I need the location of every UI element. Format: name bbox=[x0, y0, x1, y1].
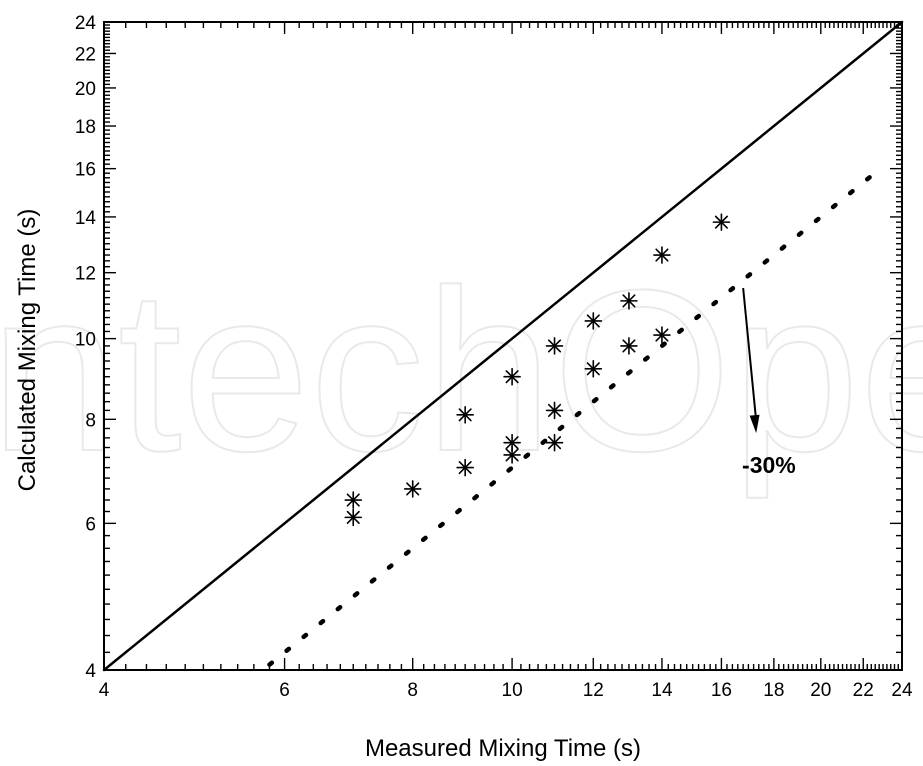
y-tick-label: 20 bbox=[75, 79, 96, 100]
marker-stroke bbox=[505, 448, 519, 462]
marker-stroke bbox=[406, 482, 420, 496]
marker-stroke bbox=[622, 294, 636, 308]
y-tick-label: 4 bbox=[85, 661, 96, 682]
marker-stroke bbox=[714, 215, 728, 229]
x-tick-label: 4 bbox=[99, 680, 110, 701]
data-point bbox=[620, 292, 638, 310]
data-point bbox=[712, 213, 731, 231]
marker-stroke bbox=[547, 339, 562, 353]
y-axis-label: Calculated Mixing Time (s) bbox=[14, 209, 41, 492]
data-point bbox=[403, 480, 422, 498]
x-tick-label: 20 bbox=[810, 680, 831, 701]
data-point bbox=[456, 406, 474, 424]
data-point bbox=[620, 337, 638, 355]
data-point bbox=[545, 337, 564, 355]
parity-line bbox=[102, 20, 904, 672]
annotation-arrow-shaft bbox=[742, 287, 758, 422]
marker-stroke bbox=[586, 362, 600, 376]
marker-stroke bbox=[458, 461, 472, 475]
x-tick-label: 16 bbox=[711, 680, 732, 701]
annotation-arrow-head bbox=[749, 414, 760, 434]
y-tick-label: 10 bbox=[75, 330, 96, 351]
data-point bbox=[545, 401, 564, 420]
x-tick-label: 24 bbox=[891, 680, 913, 701]
x-tick-label: 22 bbox=[853, 680, 874, 701]
data-point bbox=[344, 491, 363, 509]
data-point bbox=[344, 508, 363, 527]
marker-stroke bbox=[458, 408, 472, 422]
data-point bbox=[456, 458, 474, 477]
annotation-layer: -30% bbox=[742, 287, 796, 478]
data-point bbox=[584, 359, 603, 378]
x-axis-label: Measured Mixing Time (s) bbox=[365, 735, 641, 762]
x-tick-label: 14 bbox=[651, 680, 673, 701]
x-tick-label: 18 bbox=[763, 680, 784, 701]
x-tick-label: 10 bbox=[502, 680, 523, 701]
marker-stroke bbox=[547, 436, 562, 450]
data-point bbox=[653, 326, 671, 344]
y-tick-label: 8 bbox=[85, 410, 96, 431]
y-tick-label: 24 bbox=[75, 13, 97, 34]
marker-stroke bbox=[655, 248, 669, 262]
lines-layer bbox=[102, 20, 904, 672]
y-tick-label: 22 bbox=[75, 44, 96, 65]
marker-stroke bbox=[505, 436, 519, 450]
data-point bbox=[653, 246, 671, 264]
axes-layer: 4 6 8 10 12 14 16 18 20 22 24 4 6 8 10 12 14 16 18 20 22 24 bbox=[75, 13, 913, 701]
marker-stroke bbox=[622, 339, 636, 353]
marker-stroke bbox=[586, 314, 600, 328]
data-point bbox=[503, 446, 521, 464]
marker-stroke bbox=[346, 493, 360, 507]
marker-stroke bbox=[505, 370, 519, 384]
watermark-text: ntechOpe bbox=[0, 242, 923, 499]
data-point bbox=[503, 367, 521, 386]
data-point bbox=[545, 433, 564, 452]
minus-30-percent-line bbox=[267, 165, 884, 667]
y-tick-label: 12 bbox=[75, 264, 96, 285]
y-tick-label: 14 bbox=[75, 208, 97, 229]
marker-stroke bbox=[547, 403, 562, 417]
x-tick-label: 12 bbox=[583, 680, 604, 701]
x-tick-label: 8 bbox=[407, 680, 418, 701]
points-layer bbox=[344, 213, 731, 527]
x-tick-label: 6 bbox=[279, 680, 290, 701]
y-tick-label: 16 bbox=[75, 160, 96, 181]
annotation-label: -30% bbox=[742, 452, 796, 478]
data-point bbox=[584, 312, 603, 330]
y-tick-label: 18 bbox=[75, 117, 96, 138]
marker-stroke bbox=[655, 328, 669, 342]
marker-stroke bbox=[346, 510, 360, 524]
y-tick-label: 6 bbox=[85, 514, 96, 535]
